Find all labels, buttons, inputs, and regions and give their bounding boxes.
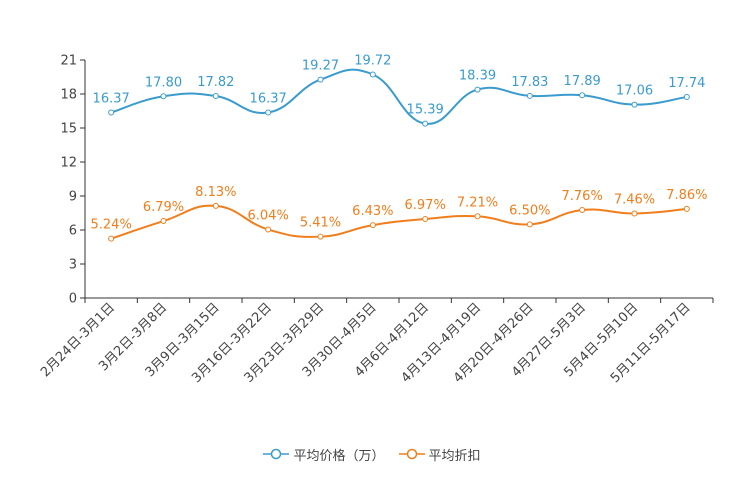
data-point bbox=[212, 93, 219, 100]
data-point bbox=[474, 213, 481, 220]
data-label: 5.24% bbox=[91, 218, 132, 233]
data-point bbox=[579, 92, 586, 99]
y-axis: 0 3 6 9 12 15 18 21 bbox=[60, 54, 86, 307]
legend-line-marker-icon bbox=[398, 448, 425, 460]
legend-label-price: 平均价格（万） bbox=[293, 448, 385, 464]
data-label: 17.89 bbox=[564, 74, 601, 89]
legend-line-marker-icon bbox=[263, 448, 290, 460]
data-label: 7.21% bbox=[457, 195, 498, 210]
data-label: 17.80 bbox=[145, 75, 182, 90]
data-point bbox=[526, 221, 533, 228]
y-tick-label: 15 bbox=[60, 122, 77, 137]
series-line bbox=[110, 204, 687, 240]
y-tick-label: 9 bbox=[69, 190, 77, 205]
y-tick-label: 12 bbox=[60, 156, 77, 171]
data-point bbox=[579, 207, 586, 214]
data-label: 7.86% bbox=[666, 188, 707, 203]
data-point bbox=[369, 71, 376, 78]
data-point bbox=[160, 93, 167, 100]
chart: 0 3 6 9 12 15 18 21 2月24日-3月1日3月2日-3月8日3月9日-3月1… bbox=[38, 54, 714, 386]
data-label: 18.39 bbox=[459, 69, 496, 84]
y-tick-label: 0 bbox=[69, 292, 77, 307]
data-label: 17.83 bbox=[511, 75, 548, 90]
data-label: 19.27 bbox=[302, 59, 339, 74]
data-label: 7.46% bbox=[614, 192, 655, 207]
legend: 平均价格（万） 平均折扣 bbox=[0, 444, 744, 464]
legend-item-discount[interactable]: 平均折扣 bbox=[398, 445, 481, 464]
data-point bbox=[422, 120, 429, 127]
series-discount: 5.24% 6.79% 8.13% 6.04% 5.41% 6.43% 6.97% 7.21%… bbox=[91, 185, 707, 242]
data-point bbox=[526, 92, 533, 99]
data-label: 6.43% bbox=[352, 204, 393, 219]
data-point bbox=[422, 216, 429, 223]
data-point bbox=[160, 218, 167, 225]
data-label: 8.13% bbox=[195, 185, 236, 200]
x-axis: 2月24日-3月1日3月2日-3月8日3月9日-3月15日3月16日-3月22日… bbox=[38, 297, 714, 386]
y-tick-label: 21 bbox=[60, 54, 77, 69]
data-label: 6.97% bbox=[405, 198, 446, 213]
series-price: 16.37 17.80 17.82 16.37 19.27 19.72 15.39 18.39… bbox=[93, 54, 705, 127]
plot-area: 16.37 17.80 17.82 16.37 19.27 19.72 15.39 18.39… bbox=[91, 54, 707, 242]
data-point bbox=[631, 210, 638, 217]
data-label: 17.82 bbox=[197, 75, 234, 90]
data-point bbox=[212, 202, 219, 209]
data-point bbox=[265, 226, 272, 233]
data-label: 17.74 bbox=[668, 76, 705, 91]
y-tick-label: 6 bbox=[69, 224, 77, 239]
data-label: 15.39 bbox=[407, 103, 444, 118]
y-tick-label: 18 bbox=[60, 88, 77, 103]
data-point bbox=[265, 109, 272, 116]
data-point bbox=[631, 101, 638, 108]
legend-label-discount: 平均折扣 bbox=[428, 448, 481, 464]
data-point bbox=[317, 233, 324, 240]
data-label: 6.04% bbox=[248, 209, 289, 224]
data-point bbox=[474, 86, 481, 93]
data-label: 16.37 bbox=[93, 91, 130, 106]
data-point bbox=[108, 109, 115, 116]
data-point bbox=[683, 93, 690, 100]
data-label: 16.37 bbox=[250, 91, 287, 106]
data-point bbox=[683, 205, 690, 212]
y-tick-label: 3 bbox=[69, 258, 77, 273]
data-point bbox=[317, 76, 324, 83]
data-label: 6.79% bbox=[143, 200, 184, 215]
data-point bbox=[369, 222, 376, 229]
data-label: 5.41% bbox=[300, 216, 341, 231]
data-point bbox=[108, 235, 115, 242]
data-label: 7.76% bbox=[562, 189, 603, 204]
data-label: 19.72 bbox=[354, 54, 391, 69]
data-label: 6.50% bbox=[509, 203, 550, 218]
legend-item-price[interactable]: 平均价格（万） bbox=[263, 445, 385, 464]
data-label: 17.06 bbox=[616, 84, 653, 99]
